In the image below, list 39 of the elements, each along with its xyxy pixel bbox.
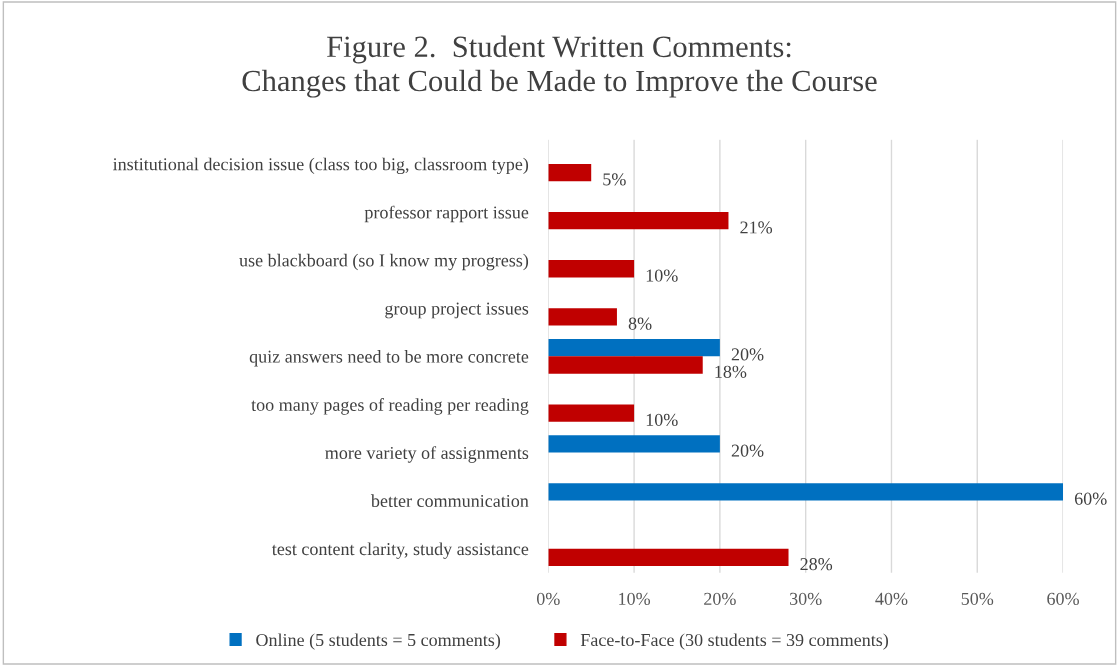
- y-tick-label: too many pages of reading per reading: [251, 398, 529, 415]
- x-tick-label: 20%: [704, 592, 736, 605]
- bar: [548, 212, 729, 230]
- bar: [548, 483, 1064, 501]
- y-tick-label: professor rapport issue: [364, 205, 529, 223]
- x-tick-label: 60%: [1047, 592, 1079, 605]
- data-label: 10%: [646, 269, 678, 282]
- x-tick-label: 10%: [619, 592, 651, 605]
- bar: [548, 404, 635, 422]
- data-label: 5%: [603, 173, 626, 186]
- y-tick-label: more variety of assignments: [325, 446, 529, 463]
- data-label: 8%: [628, 317, 652, 330]
- bar: [548, 338, 720, 357]
- y-tick-label: better communication: [370, 494, 529, 508]
- x-tick-label: 40%: [875, 592, 908, 605]
- y-tick-label: institutional decision issue (class too big, classroom type): [113, 157, 529, 175]
- legend-label: Face-to-Face (30 students = 39 comments): [580, 633, 889, 650]
- bar: [548, 308, 617, 326]
- bar: [548, 435, 720, 453]
- chart-title: Figure 2. Student Written Comments: Changes that Could be Made to Improve the Course: [242, 35, 877, 98]
- data-label: 28%: [800, 558, 833, 571]
- y-tick-label: quiz answers need to be more concrete: [249, 350, 529, 367]
- x-tick-label: 50%: [961, 592, 994, 605]
- data-label: 18%: [715, 365, 747, 378]
- y-tick-label: group project issues: [385, 302, 529, 319]
- data-label: 10%: [646, 413, 678, 426]
- data-label: 20%: [731, 348, 764, 361]
- bar: [548, 356, 703, 374]
- y-tick-label: use blackboard (so I know my progress): [239, 253, 529, 271]
- x-tick-label: 0%: [536, 592, 560, 605]
- bar: [548, 163, 592, 182]
- data-label: 60%: [1074, 492, 1107, 505]
- bar: [548, 260, 635, 278]
- data-label: 20%: [731, 444, 764, 457]
- bar: [548, 548, 789, 567]
- legend-label: Online (5 students = 5 comments): [256, 633, 501, 650]
- data-label: 21%: [740, 221, 773, 234]
- y-tick-label: test content clarity, study assistance: [271, 542, 529, 559]
- x-tick-label: 30%: [790, 592, 822, 605]
